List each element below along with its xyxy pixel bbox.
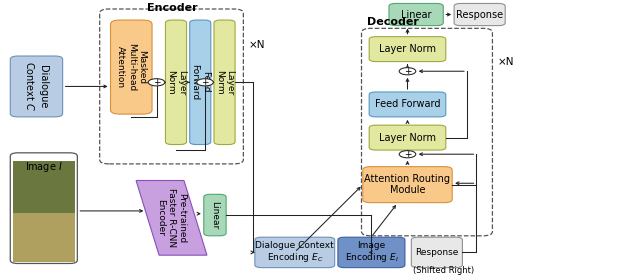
- Circle shape: [399, 68, 416, 75]
- FancyBboxPatch shape: [111, 20, 152, 114]
- Polygon shape: [136, 180, 207, 255]
- Text: Pre-trained
Faster R-CNN
Encoder: Pre-trained Faster R-CNN Encoder: [157, 188, 186, 247]
- Text: Attention Routing
Module: Attention Routing Module: [365, 174, 451, 195]
- Text: +: +: [153, 78, 160, 87]
- FancyBboxPatch shape: [412, 237, 463, 268]
- Text: Response: Response: [415, 248, 458, 257]
- Text: +: +: [404, 67, 412, 76]
- FancyBboxPatch shape: [369, 125, 446, 150]
- Text: Feed
Forward: Feed Forward: [191, 64, 210, 100]
- Text: Image $I$: Image $I$: [25, 160, 63, 174]
- Text: Image
Encoding $E_I$: Image Encoding $E_I$: [344, 240, 398, 264]
- FancyBboxPatch shape: [13, 161, 75, 213]
- Text: Layer Norm: Layer Norm: [379, 44, 436, 54]
- FancyBboxPatch shape: [454, 3, 505, 26]
- FancyBboxPatch shape: [214, 20, 235, 145]
- FancyBboxPatch shape: [10, 153, 77, 264]
- FancyBboxPatch shape: [369, 92, 446, 117]
- FancyBboxPatch shape: [10, 56, 63, 117]
- FancyBboxPatch shape: [13, 167, 75, 262]
- Text: Decoder: Decoder: [367, 17, 419, 27]
- FancyBboxPatch shape: [255, 237, 335, 268]
- Text: Masked
Multi-head
Attention: Masked Multi-head Attention: [116, 43, 146, 91]
- Text: Linear: Linear: [211, 201, 220, 229]
- Circle shape: [196, 79, 213, 86]
- Text: Feed Forward: Feed Forward: [375, 100, 440, 110]
- FancyBboxPatch shape: [166, 20, 186, 145]
- FancyBboxPatch shape: [369, 37, 446, 61]
- Text: Encoder: Encoder: [147, 3, 197, 13]
- FancyBboxPatch shape: [363, 167, 452, 203]
- FancyBboxPatch shape: [204, 194, 226, 236]
- Text: Dialogue Context
Encoding $E_C$: Dialogue Context Encoding $E_C$: [255, 240, 334, 264]
- Text: +: +: [404, 150, 412, 159]
- FancyBboxPatch shape: [338, 237, 405, 268]
- Text: ×N: ×N: [248, 40, 265, 50]
- Text: Layer
Norm: Layer Norm: [166, 70, 186, 95]
- Text: Layer
Norm: Layer Norm: [215, 70, 234, 95]
- Circle shape: [399, 151, 416, 158]
- FancyBboxPatch shape: [189, 20, 211, 145]
- Text: (Shifted Right): (Shifted Right): [413, 266, 474, 275]
- Text: +: +: [202, 78, 209, 87]
- Text: Response: Response: [456, 9, 503, 19]
- Text: Dialogue
Context $C$: Dialogue Context $C$: [24, 61, 49, 111]
- Text: Layer Norm: Layer Norm: [379, 133, 436, 143]
- Circle shape: [148, 79, 165, 86]
- Text: Linear: Linear: [401, 9, 431, 19]
- FancyBboxPatch shape: [389, 3, 444, 26]
- Text: ×N: ×N: [497, 56, 514, 66]
